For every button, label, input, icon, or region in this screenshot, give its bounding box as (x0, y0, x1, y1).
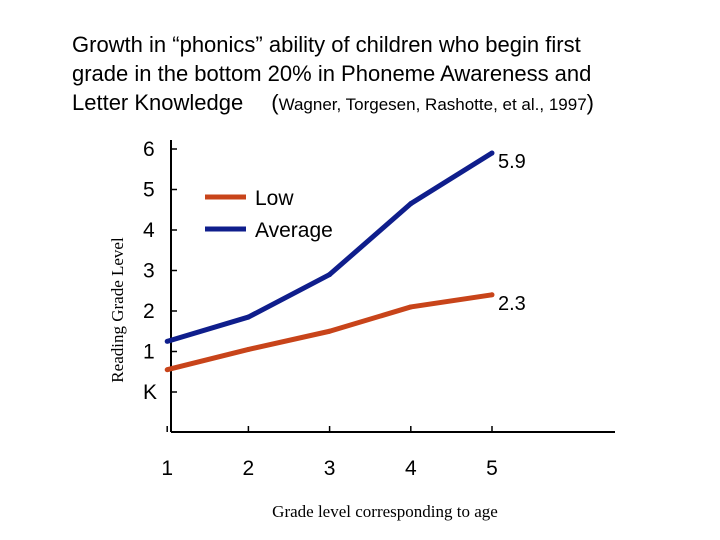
legend-label-low: Low (255, 187, 294, 210)
x-tick-label: 4 (405, 457, 417, 480)
data-point-low (327, 328, 333, 334)
title-citation: Wagner, Torgesen, Rashotte, et al., 1997 (278, 95, 587, 114)
data-point-average (164, 338, 170, 344)
data-point-average (327, 272, 333, 278)
chart-title: Growth in “phonics” ability of children … (72, 30, 712, 119)
y-tick-label: 4 (143, 219, 155, 242)
title-line-1: Growth in “phonics” ability of children … (72, 32, 581, 57)
data-point-low (245, 346, 251, 352)
end-value-label-average: 5.9 (498, 151, 526, 173)
title-cite-open: ( (271, 90, 279, 115)
x-tick-label: 3 (324, 457, 336, 480)
x-tick-label: 5 (486, 457, 498, 480)
y-tick-label: 2 (143, 300, 155, 323)
y-tick-label: 1 (143, 341, 155, 364)
title-line-3-main: Letter Knowledge (72, 90, 244, 115)
data-point-low (489, 292, 495, 298)
y-axis-label: Reading Grade Level (108, 237, 127, 383)
x-tick-label: 2 (243, 457, 255, 480)
y-tick-label: 5 (143, 179, 155, 202)
title-cite-close: ) (586, 90, 594, 115)
data-point-low (164, 367, 170, 373)
end-value-label-low: 2.3 (498, 293, 526, 315)
title-line-2: grade in the bottom 20% in Phoneme Aware… (72, 61, 592, 86)
y-tick-label: K (143, 381, 157, 404)
data-point-average (408, 201, 414, 207)
data-point-average (489, 150, 495, 156)
data-point-average (245, 314, 251, 320)
title-line-3: Letter Knowledge (Wagner, Torgesen, Rasho… (72, 88, 712, 119)
series-line-average (166, 150, 494, 344)
x-tick-label: 1 (161, 457, 173, 480)
y-tick-label: 3 (143, 260, 155, 283)
data-point-low (408, 304, 414, 310)
y-tick-label: 6 (143, 138, 155, 161)
legend-label-average: Average (255, 219, 333, 242)
x-axis-label: Grade level corresponding to age (272, 502, 498, 521)
